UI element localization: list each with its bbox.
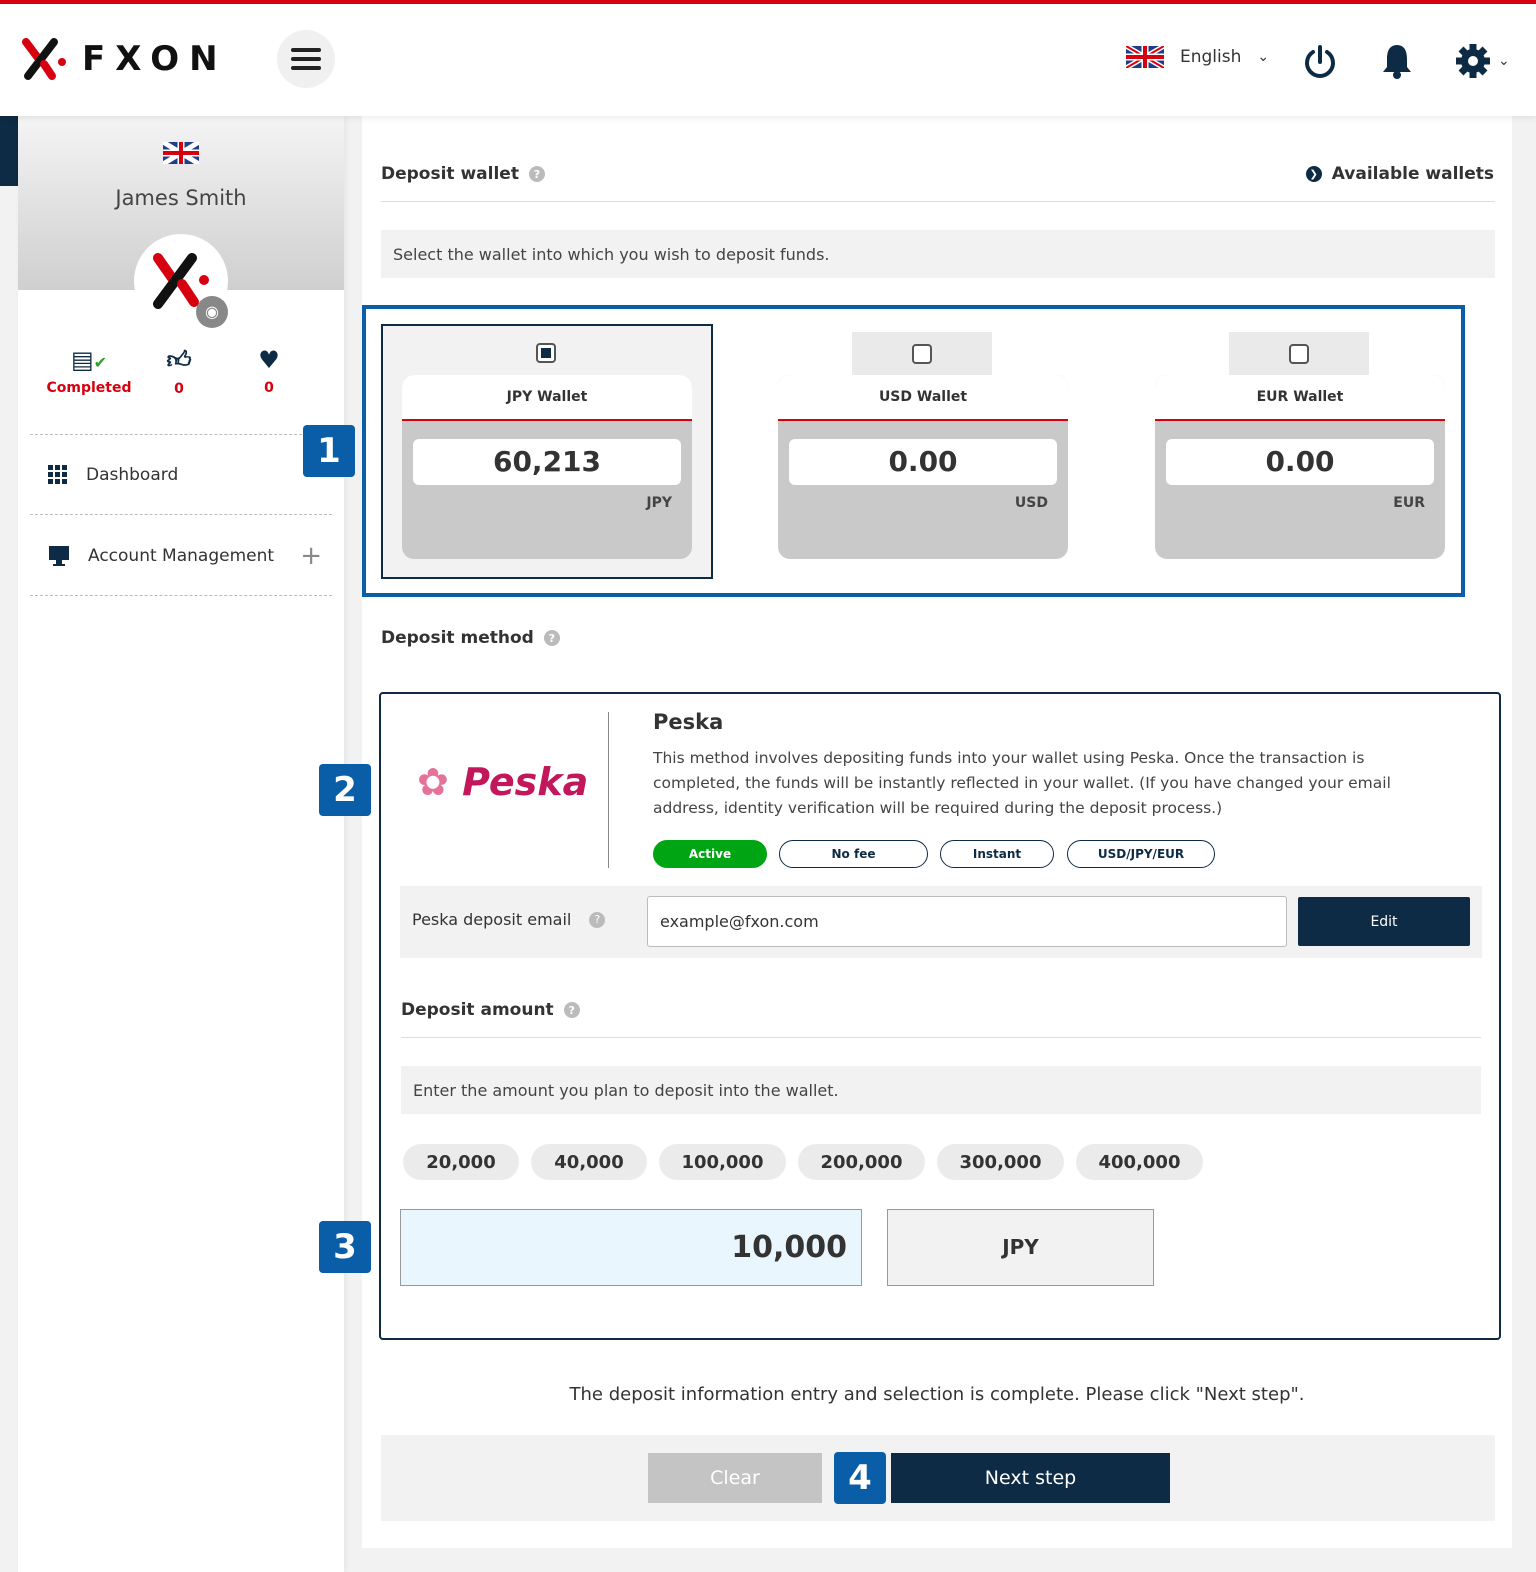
uk-flag-icon	[163, 142, 199, 164]
monitor-icon	[49, 545, 69, 566]
stat-label: Completed	[46, 380, 132, 396]
wallet-currency: JPY	[646, 495, 672, 511]
wallet-balance: 0.00	[789, 439, 1057, 485]
menu-button[interactable]	[277, 30, 335, 88]
step-badge-2: 2	[319, 764, 371, 816]
wallet-balance: 0.00	[1166, 439, 1434, 485]
stat-label: 0	[174, 381, 184, 397]
email-label: Peska deposit email	[412, 910, 572, 929]
tag-active: Active	[653, 840, 767, 868]
amount-note: Enter the amount you plan to deposit int…	[401, 1066, 1481, 1114]
stat-label: 0	[264, 380, 274, 396]
next-step-button[interactable]: Next step	[891, 1453, 1170, 1503]
preset-amount-button[interactable]: 400,000	[1076, 1144, 1203, 1180]
menu-icon	[291, 48, 321, 70]
brand-name: FXON	[82, 39, 228, 79]
wallet-card[interactable]: EUR Wallet 0.00 EUR	[1155, 375, 1445, 559]
available-wallets-link[interactable]: ❯ Available wallets	[1305, 164, 1494, 184]
step-badge-1: 1	[303, 425, 355, 477]
sidebar-item-account-management[interactable]: Account Management +	[30, 516, 332, 596]
deposit-wallet-title: Deposit wallet	[381, 164, 519, 184]
step-badge-4: 4	[834, 1452, 886, 1504]
grid-icon	[48, 464, 67, 484]
wallet-note: Select the wallet into which you wish to…	[381, 230, 1495, 278]
wallet-currency: USD	[1014, 495, 1048, 511]
wallet-name: EUR Wallet	[1155, 375, 1445, 421]
thumbs-up-icon: 👍︎	[166, 346, 192, 374]
settings-menu[interactable]: ⌄	[1454, 42, 1510, 80]
peska-logo: ✿ Peska	[417, 760, 589, 804]
chevron-down-icon: ⌄	[1257, 49, 1270, 65]
sidebar-toggle-strip[interactable]	[0, 116, 18, 186]
preset-amount-button[interactable]: 20,000	[403, 1144, 519, 1180]
id-card-check-icon: ▤✔	[70, 346, 108, 374]
heart-icon: ♥	[258, 346, 280, 374]
method-name: Peska	[653, 710, 724, 734]
sidebar-item-label: Dashboard	[86, 464, 179, 485]
preset-amount-button[interactable]: 300,000	[937, 1144, 1064, 1180]
wallet-card[interactable]: USD Wallet 0.00 USD	[778, 375, 1068, 559]
wallet-checkbox-usd[interactable]	[912, 344, 932, 364]
peska-email-input[interactable]	[647, 896, 1287, 947]
help-icon[interactable]: ?	[528, 166, 545, 182]
camera-icon[interactable]: ◉	[196, 296, 228, 328]
preset-amount-button[interactable]: 100,000	[659, 1144, 786, 1180]
deposit-method-title: Deposit method	[381, 628, 534, 648]
likes-count[interactable]: 👍︎ 0	[134, 346, 224, 397]
help-icon[interactable]: ?	[543, 630, 560, 646]
sidebar-item-label: Account Management	[88, 545, 275, 566]
chevron-right-circle-icon: ❯	[1305, 166, 1322, 182]
uk-flag-icon	[1126, 46, 1164, 68]
peska-logo-text: Peska	[462, 760, 589, 804]
avatar[interactable]	[134, 234, 228, 328]
completion-message: The deposit information entry and select…	[569, 1384, 1305, 1405]
tag-currencies: USD/JPY/EUR	[1067, 840, 1215, 868]
fxon-avatar-logo	[153, 253, 209, 309]
preset-amount-button[interactable]: 40,000	[531, 1144, 647, 1180]
user-name: James Smith	[115, 186, 247, 210]
top-bar: FXON English ⌄ ⌄	[0, 0, 1536, 116]
link-label: Available wallets	[1331, 164, 1494, 184]
deposit-amount-title: Deposit amount	[401, 1000, 554, 1020]
sidebar-item-dashboard[interactable]: Dashboard	[30, 435, 332, 515]
step-badge-3: 3	[319, 1221, 371, 1273]
sidebar: James Smith ◉ ▤✔ Completed 👍︎ 0 ♥ 0 Dashboa…	[18, 116, 344, 1572]
wallet-currency: EUR	[1393, 495, 1425, 511]
tag-instant: Instant	[940, 840, 1054, 868]
expand-plus-icon[interactable]: +	[300, 540, 322, 571]
favorites-count[interactable]: ♥ 0	[224, 346, 314, 397]
help-icon[interactable]: ?	[589, 911, 606, 928]
wallet-selection-highlight	[362, 305, 1465, 597]
wallet-checkbox-eur[interactable]	[1289, 344, 1309, 364]
currency-display: JPY	[887, 1209, 1154, 1286]
deposit-amount-input[interactable]: 10,000	[400, 1209, 862, 1286]
method-description: This method involves depositing funds in…	[653, 749, 1391, 817]
chevron-down-icon: ⌄	[1498, 53, 1510, 69]
edit-email-button[interactable]: Edit	[1298, 897, 1470, 946]
wallet-name: JPY Wallet	[402, 375, 692, 421]
peska-method-card: ✿ Peska Peska This method involves depos…	[379, 692, 1501, 1340]
wallet-balance: 60,213	[413, 439, 681, 485]
wallet-name: USD Wallet	[778, 375, 1068, 421]
clear-button[interactable]: Clear	[648, 1453, 822, 1503]
tag-no-fee: No fee	[779, 840, 928, 868]
fxon-logo[interactable]: FXON	[18, 36, 228, 82]
help-icon[interactable]: ?	[563, 1002, 580, 1018]
preset-amount-button[interactable]: 200,000	[798, 1144, 925, 1180]
language-label: English	[1180, 47, 1242, 67]
main-content: Deposit wallet? ❯ Available wallets Selec…	[362, 116, 1512, 1548]
wallet-card[interactable]: JPY Wallet 60,213 JPY	[402, 375, 692, 559]
verification-status[interactable]: ▤✔ Completed	[44, 346, 134, 397]
gear-icon	[1456, 44, 1490, 78]
wallet-checkbox-jpy[interactable]	[536, 343, 556, 363]
bell-icon[interactable]	[1380, 42, 1414, 80]
language-selector[interactable]: English ⌄	[1126, 46, 1269, 68]
power-icon[interactable]	[1302, 44, 1338, 80]
